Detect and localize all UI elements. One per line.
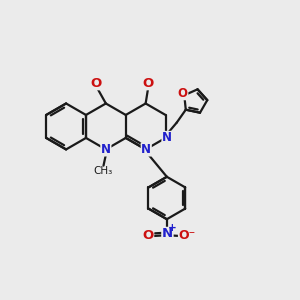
Text: O: O bbox=[143, 77, 154, 90]
Text: O⁻: O⁻ bbox=[178, 229, 196, 242]
Text: +: + bbox=[168, 223, 176, 233]
Text: N: N bbox=[141, 143, 151, 156]
Text: O: O bbox=[178, 87, 188, 100]
Text: O: O bbox=[142, 229, 154, 242]
Text: CH₃: CH₃ bbox=[93, 166, 112, 176]
Text: N: N bbox=[162, 227, 173, 240]
Text: N: N bbox=[162, 131, 172, 144]
Text: O: O bbox=[91, 77, 102, 90]
Text: N: N bbox=[101, 143, 111, 156]
